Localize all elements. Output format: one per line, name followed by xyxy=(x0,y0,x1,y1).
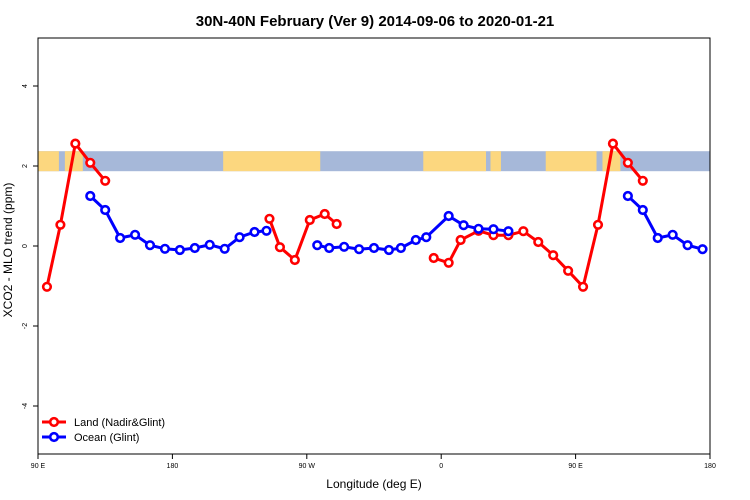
data-point xyxy=(319,208,330,220)
data-point xyxy=(577,281,589,292)
x-axis-label: Longitude (deg E) xyxy=(326,477,421,491)
data-point xyxy=(622,190,633,202)
legend-label: Land (Nadir&Glint) xyxy=(74,417,165,429)
data-point xyxy=(368,242,380,254)
data-point xyxy=(428,252,439,264)
x-tick-label: 90 E xyxy=(31,463,46,470)
land-patch xyxy=(223,151,321,172)
data-point xyxy=(189,242,200,254)
y-tick-label: 0 xyxy=(22,244,29,248)
x-axis: 90 E 180 90 W 0 90 E 180 xyxy=(31,454,716,470)
map-band-land xyxy=(38,151,621,172)
y-tick-label: 4 xyxy=(22,84,29,88)
data-point xyxy=(518,226,529,237)
data-point xyxy=(261,225,272,236)
data-point xyxy=(339,241,350,252)
data-point xyxy=(592,219,604,230)
data-point xyxy=(607,138,619,149)
data-point xyxy=(383,244,395,256)
data-point xyxy=(353,244,365,255)
data-point xyxy=(159,243,171,254)
data-point xyxy=(234,232,245,243)
data-point xyxy=(304,214,315,226)
land-patch xyxy=(490,151,501,172)
data-point xyxy=(395,242,406,254)
data-point xyxy=(410,234,421,246)
y-axis: -4 -2 0 2 4 xyxy=(22,84,38,409)
x-tick-label: 90 W xyxy=(299,463,316,470)
data-point xyxy=(204,239,215,250)
data-point xyxy=(331,218,342,230)
data-point xyxy=(637,204,648,216)
land-patch xyxy=(38,151,59,172)
data-point xyxy=(55,219,66,230)
data-point xyxy=(443,257,454,268)
data-point xyxy=(41,281,53,292)
data-point xyxy=(548,250,559,261)
data-point xyxy=(421,232,432,243)
series-line xyxy=(626,194,703,251)
x-tick-label: 180 xyxy=(704,463,716,470)
legend-label: Ocean (Glint) xyxy=(74,432,139,444)
data-point xyxy=(144,240,156,251)
data-point xyxy=(289,254,300,266)
data-point xyxy=(70,138,81,149)
data-point xyxy=(503,226,514,237)
data-point xyxy=(219,243,230,254)
data-point xyxy=(312,240,323,251)
data-point xyxy=(563,265,574,276)
land-patch xyxy=(423,151,486,172)
data-point xyxy=(697,244,708,255)
y-tick-label: 2 xyxy=(22,164,29,168)
y-axis-label: XCO2 - MLO trend (ppm) xyxy=(1,183,15,318)
legend-marker xyxy=(48,416,60,428)
data-point xyxy=(85,190,96,202)
land-patch xyxy=(64,151,83,172)
data-point xyxy=(129,229,141,240)
x-tick-label: 0 xyxy=(439,463,443,470)
data-point xyxy=(174,244,185,256)
data-point xyxy=(682,240,693,251)
data-point xyxy=(249,226,260,238)
data-point xyxy=(488,224,499,235)
data-point xyxy=(85,157,96,168)
data-point xyxy=(274,242,286,253)
data-point xyxy=(100,204,111,216)
land-patch xyxy=(602,151,621,172)
data-point xyxy=(622,157,633,168)
data-point xyxy=(458,220,469,231)
map-band-ocean xyxy=(38,151,710,172)
series-line xyxy=(268,212,338,263)
data-point xyxy=(115,232,126,244)
data-point xyxy=(667,229,678,240)
data-point xyxy=(443,210,454,222)
land-patch xyxy=(545,151,597,172)
data-point xyxy=(473,223,484,234)
data-point xyxy=(652,232,663,244)
data-point xyxy=(637,175,648,186)
x-tick-label: 180 xyxy=(167,463,179,470)
y-tick-label: -4 xyxy=(22,403,29,409)
data-point xyxy=(100,175,111,186)
data-point xyxy=(455,234,466,246)
chart-title: 30N-40N February (Ver 9) 2014-09-06 to 2… xyxy=(196,13,555,30)
legend: Land (Nadir&Glint) Ocean (Glint) xyxy=(42,416,165,444)
y-tick-label: -2 xyxy=(22,323,29,329)
x-tick-label: 90 E xyxy=(568,463,583,470)
data-point xyxy=(264,213,275,224)
data-point xyxy=(324,242,335,254)
data-point xyxy=(533,236,544,248)
legend-marker xyxy=(48,431,60,443)
series-points xyxy=(41,138,708,292)
